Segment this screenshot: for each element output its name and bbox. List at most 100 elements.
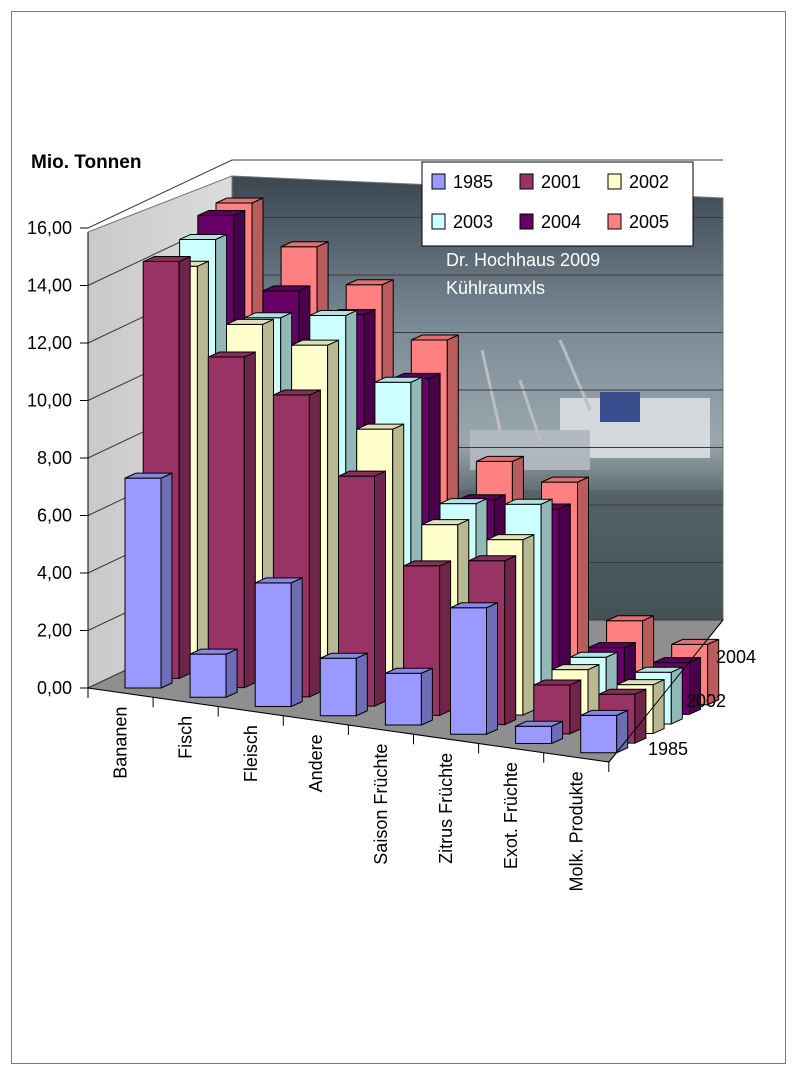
bar-top [653, 657, 701, 664]
bar [124, 472, 173, 689]
bar-side [652, 678, 665, 735]
bar-top [320, 652, 368, 659]
bar-top [273, 389, 321, 396]
bar-side [634, 688, 647, 744]
bar [515, 720, 564, 745]
bar-top [504, 498, 553, 505]
bar-front [450, 607, 487, 735]
bar-top [588, 642, 636, 649]
y-tick-label: 10,00 [27, 391, 72, 411]
y-tick-label: 16,00 [27, 218, 72, 238]
y-tick-label: 0,00 [37, 678, 72, 698]
bar-front [515, 725, 553, 744]
bar-side [355, 652, 368, 717]
bar-top [226, 318, 274, 325]
bar-top [385, 667, 433, 674]
bar [189, 648, 238, 699]
bar-side [420, 667, 433, 726]
depth-label: 1985 [648, 739, 688, 759]
bar-top [309, 309, 358, 316]
bar-top [551, 664, 600, 671]
bar-side [540, 498, 553, 707]
bar-top [421, 519, 470, 526]
bar-top [124, 472, 173, 479]
bar-side [616, 709, 629, 754]
category-label: Zitrus Früchte [436, 753, 456, 864]
legend-label: 2004 [541, 212, 581, 232]
bar-side [178, 255, 191, 680]
legend: 1985 2001 2002 2003 2004 2005 [421, 161, 694, 247]
bar-side [308, 389, 321, 698]
bar-top [356, 423, 404, 430]
bar [338, 470, 386, 707]
bar-top [197, 209, 246, 216]
bar-top [598, 688, 647, 695]
bar-side [670, 666, 683, 725]
bar-top [374, 376, 423, 383]
bar-side [392, 423, 405, 698]
category-label: Exot. Früchte [501, 762, 521, 869]
bars [124, 197, 720, 754]
bar-top [338, 470, 386, 477]
bar-top [403, 560, 451, 567]
bar-top [189, 648, 238, 655]
bar-top [635, 666, 683, 673]
category-labels: Bananen Fisch Fleisch Andere Saison Früchte Z… [87, 687, 610, 891]
y-tick-label: 6,00 [37, 506, 72, 526]
legend-box [421, 161, 694, 247]
bar-top [142, 256, 191, 263]
legend-swatch [607, 173, 622, 190]
bar-top [580, 709, 628, 716]
y-tick-label: 14,00 [27, 276, 72, 296]
bar-top [541, 476, 589, 483]
bar-top [476, 455, 524, 462]
bar-front [319, 657, 357, 717]
annotation-file: Kühlraumxls [446, 278, 545, 298]
category-label: Fisch [176, 716, 196, 759]
bar-top [244, 312, 292, 319]
bar-side [160, 472, 173, 689]
legend-label: 2003 [453, 212, 493, 232]
bar-top [450, 602, 498, 609]
bar [254, 577, 303, 708]
bar-side [374, 470, 386, 707]
gridline [87, 159, 723, 229]
y-tick-label: 2,00 [37, 621, 72, 641]
bar [207, 351, 256, 689]
bar-side [504, 554, 517, 726]
bar-side [290, 577, 303, 708]
bar-top [345, 279, 394, 286]
bar-top [254, 577, 303, 584]
legend-swatch [431, 213, 446, 230]
bar-side [486, 601, 498, 736]
legend-swatch [607, 213, 622, 230]
bar-side [225, 648, 238, 699]
bar-top [606, 615, 654, 622]
bar-top [280, 241, 329, 248]
bar-top [262, 285, 311, 292]
bar-top [486, 534, 535, 541]
legend-swatch [431, 173, 446, 190]
bar-top [215, 197, 264, 204]
category-label: Andere [306, 734, 326, 792]
category-label: Saison Früchte [371, 744, 391, 865]
depth-axis-line [608, 619, 724, 763]
bar-side [439, 560, 452, 717]
y-tick-label: 8,00 [37, 448, 72, 468]
bar-top [179, 233, 227, 240]
legend-label: 2001 [541, 172, 581, 192]
bar-top [533, 679, 582, 686]
legend-label: 1985 [453, 172, 493, 192]
y-axis: 0,00 2,00 4,00 6,00 8,00 10,00 12,00 14,00 16,00 [27, 218, 89, 698]
annotation-author: Dr. Hochhaus 2009 [446, 250, 600, 270]
legend-swatch [519, 173, 534, 190]
legend-label: 2002 [629, 172, 669, 192]
y-tick-label: 4,00 [37, 563, 72, 583]
bar [450, 601, 498, 736]
bar-top [616, 679, 665, 686]
bar-top [291, 339, 339, 346]
bar-front [254, 582, 292, 707]
legend-swatch [519, 213, 534, 230]
bar-top [439, 498, 488, 505]
depth-label: 2004 [716, 647, 756, 667]
